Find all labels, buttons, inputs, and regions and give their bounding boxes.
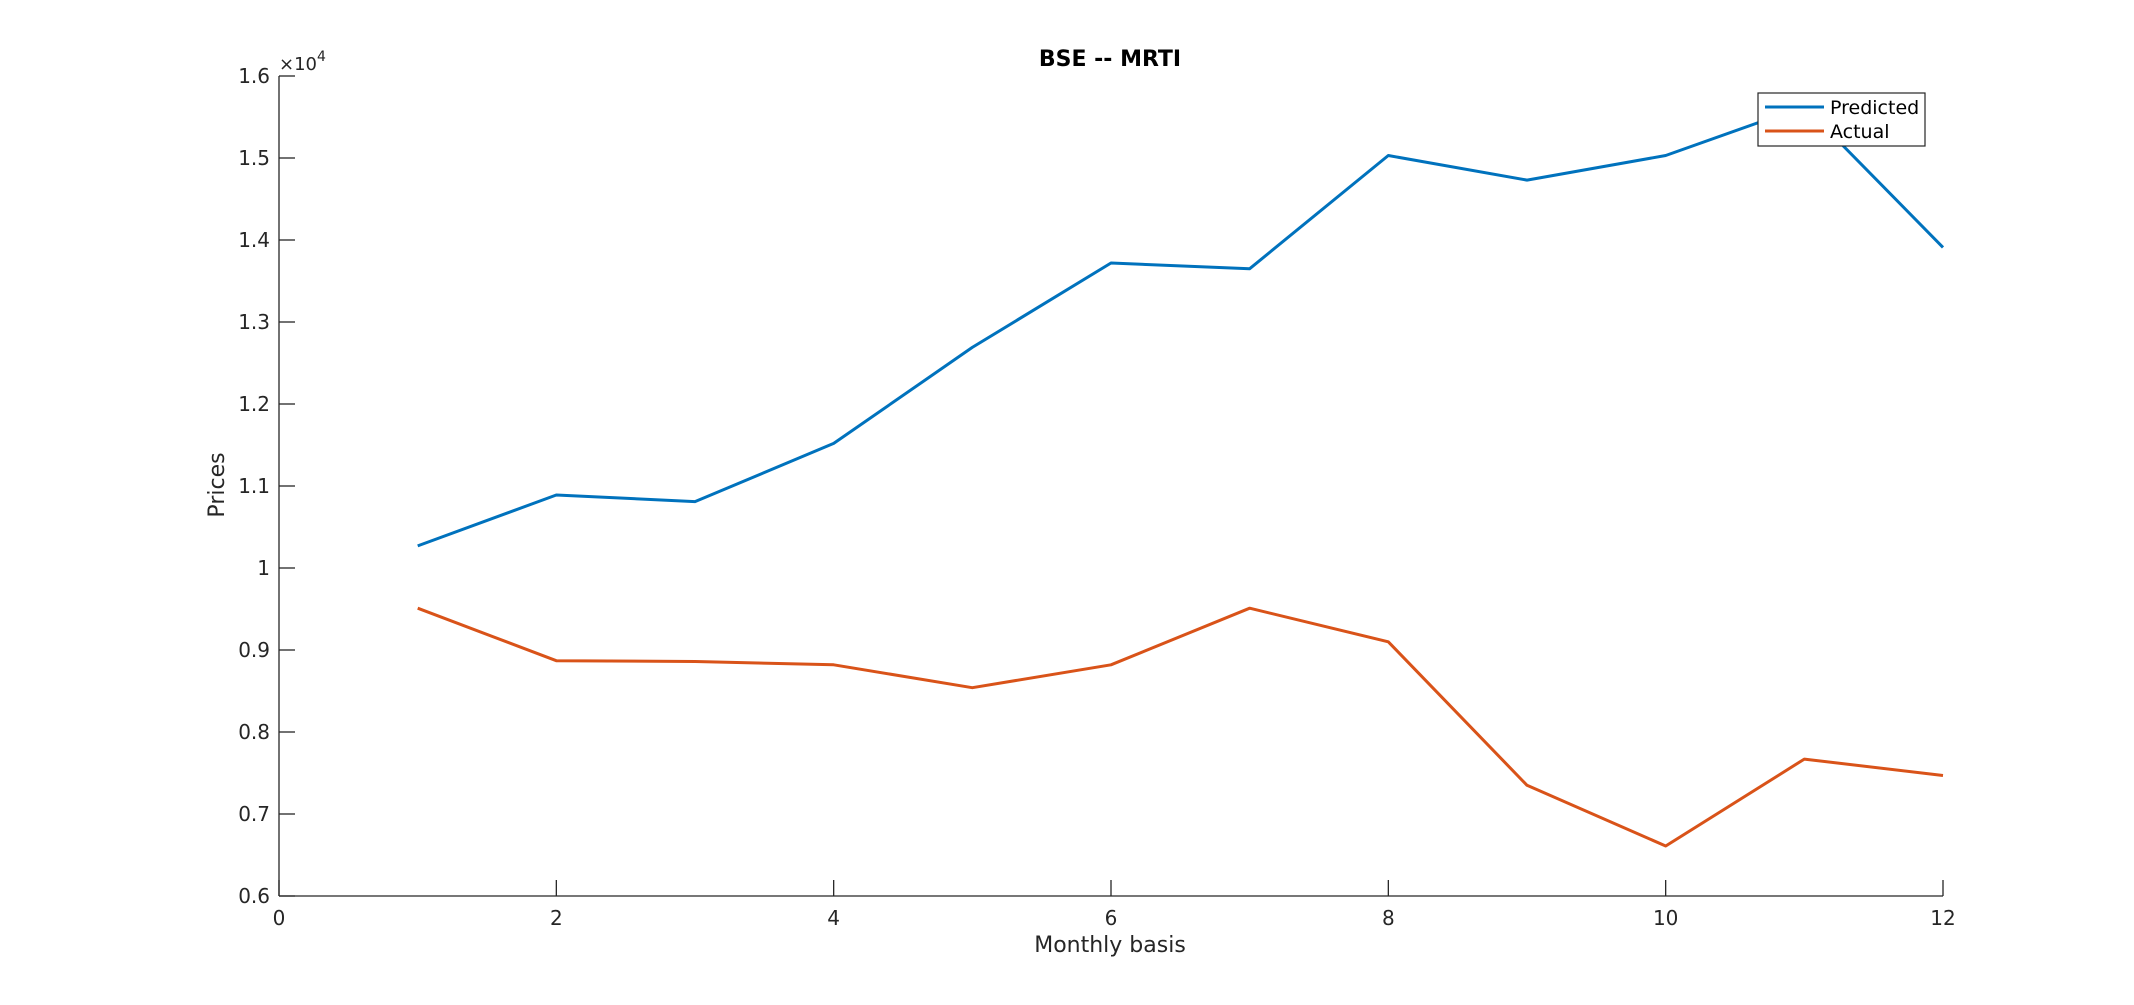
legend-box: [1757, 92, 1926, 147]
chart-title: BSE -- MRTI: [1039, 47, 1181, 72]
y-tick-label: 0.9: [238, 638, 270, 662]
y-tick-label: 0.8: [238, 720, 270, 744]
y-axis-exponent-power: 4: [317, 49, 326, 65]
legend-label-actual: Actual: [1830, 121, 1890, 143]
y-axis-label: Prices: [205, 452, 230, 517]
y-tick-label: 1: [257, 556, 270, 580]
x-tick-label: 4: [827, 906, 840, 930]
y-tick-label: 0.7: [238, 802, 270, 826]
y-tick-label: 0.6: [238, 884, 270, 908]
y-axis-exponent-base: ×10: [279, 54, 317, 75]
series-lines: [417, 104, 1945, 848]
y-tick-label: 1.3: [238, 310, 270, 334]
series-line-predicted: [417, 104, 1945, 548]
x-tick-label: 8: [1382, 906, 1395, 930]
y-tick-label: 1.1: [238, 474, 270, 498]
y-axis-exponent-label: ×104: [279, 49, 326, 75]
legend-label-predicted: Predicted: [1830, 97, 1919, 119]
x-tick-label: 6: [1105, 906, 1118, 930]
y-tick-label: 1.5: [238, 146, 270, 170]
x-tick-label: 10: [1653, 906, 1678, 930]
tick-marks: 0 2 4 6 8 10 12 0.6 0.7 0.8 0.9 1 1.1 1.2 1.3 1.4 1.5 1.6: [238, 64, 1956, 930]
x-axis-label: Monthly basis: [1034, 933, 1186, 958]
y-tick-label: 1.6: [238, 64, 270, 88]
series-line-actual: [417, 606, 1944, 848]
y-tick-label: 1.4: [238, 228, 270, 252]
x-tick-label: 2: [550, 906, 563, 930]
x-tick-label: 0: [273, 906, 286, 930]
x-tick-label: 12: [1930, 906, 1955, 930]
y-tick-label: 1.2: [238, 392, 270, 416]
